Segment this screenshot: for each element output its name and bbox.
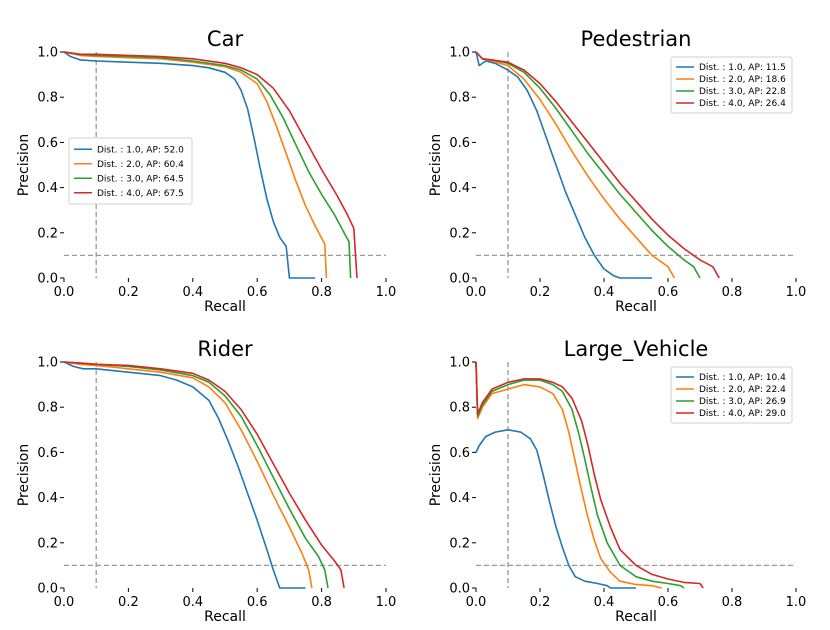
chart-title: Large_Vehicle bbox=[564, 337, 709, 362]
x-tick-label: 1.0 bbox=[376, 595, 397, 610]
series-line-3 bbox=[63, 51, 352, 279]
legend-label-1: Dist. : 1.0, AP: 11.5 bbox=[699, 63, 786, 73]
y-tick-label: 0.0 bbox=[37, 272, 58, 287]
chart-title: Rider bbox=[197, 337, 253, 361]
x-tick-label: 0.2 bbox=[118, 285, 139, 300]
x-tick-label: 0.8 bbox=[311, 595, 332, 610]
x-tick-label: 0.8 bbox=[722, 595, 743, 610]
legend-label-4: Dist. : 4.0, AP: 29.0 bbox=[699, 409, 786, 419]
x-axis-label: Recall bbox=[204, 299, 246, 315]
y-tick-label: 1.0 bbox=[37, 46, 58, 61]
chart-panel-2: Pedestrian 0.0 0.2 0.4 0.6 0.8 1.0 0.0 0.2 0.4 0.6… bbox=[428, 27, 806, 315]
chart-panel-1: Car 0.0 0.2 0.4 0.6 0.8 1.0 0.0 0.2 0.4 0.6 0.8 1.0 R… bbox=[16, 27, 396, 315]
x-tick-label: 1.0 bbox=[786, 595, 807, 610]
legend-label-2: Dist. : 2.0, AP: 60.4 bbox=[97, 160, 184, 170]
y-tick-label: 0.8 bbox=[449, 401, 470, 416]
x-tick-label: 0.2 bbox=[530, 595, 551, 610]
x-tick-label: 0.4 bbox=[594, 595, 615, 610]
legend-label-2: Dist. : 2.0, AP: 18.6 bbox=[699, 75, 786, 85]
x-tick-label: 0.6 bbox=[247, 595, 268, 610]
y-tick-label: 0.0 bbox=[37, 582, 58, 597]
series-line-4 bbox=[475, 361, 704, 589]
legend-label-4: Dist. : 4.0, AP: 26.4 bbox=[699, 99, 786, 109]
y-tick-label: 0.6 bbox=[37, 446, 58, 461]
y-tick-label: 0.4 bbox=[449, 181, 470, 196]
legend-label-2: Dist. : 2.0, AP: 22.4 bbox=[699, 385, 786, 395]
legend: Dist. : 1.0, AP: 10.4 Dist. : 2.0, AP: 22… bbox=[670, 366, 793, 424]
y-tick-label: 0.8 bbox=[37, 401, 58, 416]
legend: Dist. : 1.0, AP: 11.5 Dist. : 2.0, AP: 18… bbox=[670, 56, 793, 114]
y-axis-label: Precision bbox=[428, 444, 444, 506]
y-tick-label: 0.2 bbox=[37, 536, 58, 551]
y-tick-label: 0.8 bbox=[449, 91, 470, 106]
legend-box bbox=[68, 137, 193, 205]
x-axis-label: Recall bbox=[615, 299, 657, 315]
x-tick-label: 1.0 bbox=[786, 285, 807, 300]
y-tick-label: 0.6 bbox=[449, 446, 470, 461]
series-line-2 bbox=[475, 361, 662, 589]
legend-label-1: Dist. : 1.0, AP: 52.0 bbox=[97, 145, 184, 155]
y-tick-label: 0.6 bbox=[37, 136, 58, 151]
legend-label-3: Dist. : 3.0, AP: 22.8 bbox=[699, 87, 786, 97]
y-tick-label: 1.0 bbox=[449, 356, 470, 371]
x-tick-label: 0.0 bbox=[54, 285, 75, 300]
series-line-2 bbox=[63, 361, 313, 589]
y-tick-label: 0.4 bbox=[37, 181, 58, 196]
y-tick-label: 1.0 bbox=[37, 356, 58, 371]
series-line-1 bbox=[475, 51, 652, 279]
series-line-1 bbox=[63, 361, 306, 589]
series-line-4 bbox=[475, 51, 720, 279]
y-tick-label: 1.0 bbox=[449, 46, 470, 61]
x-tick-label: 0.2 bbox=[118, 595, 139, 610]
series-line-3 bbox=[63, 361, 329, 589]
y-tick-label: 0.6 bbox=[449, 136, 470, 151]
x-tick-label: 0.6 bbox=[247, 285, 268, 300]
legend-label-3: Dist. : 3.0, AP: 26.9 bbox=[699, 397, 786, 407]
series-line-3 bbox=[475, 361, 685, 589]
legend: Dist. : 1.0, AP: 52.0 Dist. : 2.0, AP: 60… bbox=[68, 137, 193, 205]
x-tick-label: 0.8 bbox=[722, 285, 743, 300]
series-line-2 bbox=[475, 51, 676, 279]
legend-box bbox=[670, 366, 793, 424]
legend-box bbox=[670, 56, 793, 114]
y-tick-label: 0.2 bbox=[37, 226, 58, 241]
y-tick-label: 0.4 bbox=[449, 491, 470, 506]
x-tick-label: 0.8 bbox=[311, 285, 332, 300]
x-tick-label: 0.6 bbox=[658, 595, 679, 610]
y-axis-label: Precision bbox=[16, 444, 32, 506]
y-tick-label: 0.2 bbox=[449, 536, 470, 551]
series-line-2 bbox=[63, 51, 328, 279]
x-tick-label: 1.0 bbox=[376, 285, 397, 300]
series-line-4 bbox=[63, 51, 358, 279]
chart-title: Pedestrian bbox=[581, 27, 692, 51]
legend-label-3: Dist. : 3.0, AP: 64.5 bbox=[97, 174, 184, 184]
x-tick-label: 0.0 bbox=[54, 595, 75, 610]
x-tick-label: 0.6 bbox=[658, 285, 679, 300]
chart-panel-4: Large_Vehicle 0.0 0.2 0.4 0.6 0.8 1.0 0.0 0.2 0.4… bbox=[428, 337, 806, 625]
x-tick-label: 0.4 bbox=[182, 595, 203, 610]
legend-label-4: Dist. : 4.0, AP: 67.5 bbox=[97, 189, 184, 199]
y-tick-label: 0.2 bbox=[449, 226, 470, 241]
y-axis-label: Precision bbox=[428, 134, 444, 196]
y-tick-label: 0.4 bbox=[37, 491, 58, 506]
x-tick-label: 0.4 bbox=[182, 285, 203, 300]
y-axis-label: Precision bbox=[16, 134, 32, 196]
legend-label-1: Dist. : 1.0, AP: 10.4 bbox=[699, 373, 786, 383]
series-line-1 bbox=[475, 429, 636, 589]
x-axis-label: Recall bbox=[615, 609, 657, 625]
y-tick-label: 0.0 bbox=[449, 272, 470, 287]
y-tick-label: 0.8 bbox=[37, 91, 58, 106]
x-axis-label: Recall bbox=[204, 609, 246, 625]
x-tick-label: 0.2 bbox=[530, 285, 551, 300]
x-tick-label: 0.0 bbox=[466, 285, 487, 300]
series-line-1 bbox=[63, 51, 316, 279]
x-tick-label: 0.4 bbox=[594, 285, 615, 300]
chart-title: Car bbox=[207, 27, 244, 51]
y-tick-label: 0.0 bbox=[449, 582, 470, 597]
series-line-4 bbox=[63, 361, 345, 589]
x-tick-label: 0.0 bbox=[466, 595, 487, 610]
